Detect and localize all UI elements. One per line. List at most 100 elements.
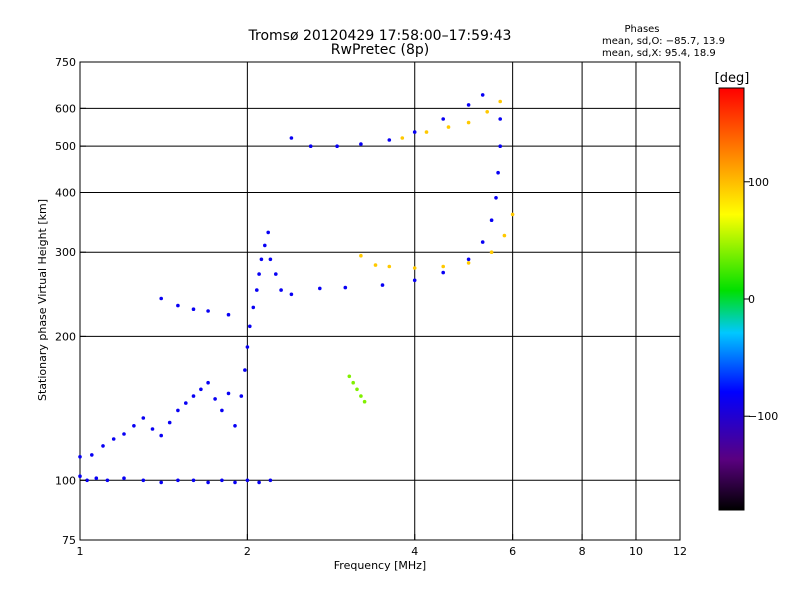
data-point (206, 309, 210, 313)
data-point (176, 303, 180, 308)
data-point (220, 478, 224, 483)
data-point (308, 144, 313, 148)
data-point (257, 480, 261, 485)
data-point (191, 307, 196, 312)
colorbar (718, 87, 745, 511)
data-point (263, 243, 267, 248)
y-tick-label: 500 (55, 140, 76, 153)
plot-frame (79, 61, 681, 541)
data-point (496, 170, 500, 175)
data-point (480, 93, 485, 97)
data-point (122, 476, 126, 481)
data-point (347, 374, 352, 379)
data-point (141, 478, 146, 483)
data-point (251, 305, 256, 310)
data-point (359, 142, 363, 146)
data-point (424, 130, 429, 134)
data-point (289, 136, 294, 140)
data-point (498, 99, 503, 104)
data-point (141, 416, 146, 420)
x-tick-label: 12 (673, 545, 687, 558)
data-point (466, 120, 471, 125)
data-point (245, 345, 250, 349)
grid-lines (80, 62, 680, 540)
data-point (159, 480, 163, 485)
data-point (245, 478, 250, 483)
x-axis-ticks: 1 2 4 6 8 10 12 (77, 534, 687, 558)
data-point (466, 257, 471, 262)
data-point (359, 253, 363, 258)
x-tick-label: 2 (244, 545, 251, 558)
x-axis-label: Frequency [MHz] (334, 559, 426, 572)
chart-subtitle: RwPretec (8p) (331, 42, 429, 58)
y-tick-label: 75 (62, 534, 76, 547)
data-point (318, 286, 322, 291)
data-point (184, 401, 188, 405)
data-point (132, 424, 136, 428)
data-point (485, 110, 490, 114)
data-point (441, 270, 446, 275)
data-point (412, 266, 417, 270)
data-point (489, 250, 494, 254)
data-point (380, 283, 385, 287)
data-point (159, 296, 163, 301)
data-point (176, 478, 180, 483)
data-point (220, 408, 224, 413)
y-tick-label: 200 (55, 330, 76, 343)
data-point (101, 444, 105, 448)
colorbar-tick-label: 100 (748, 176, 769, 189)
data-point (351, 380, 356, 385)
data-point (259, 257, 264, 262)
colorbar-label: [deg] (715, 71, 750, 86)
data-point (213, 397, 217, 401)
data-point (355, 387, 359, 392)
data-point (90, 453, 94, 457)
data-point (441, 117, 446, 121)
stats-line-o: mean, sd,O: −85.7, 13.9 (602, 36, 725, 47)
y-tick-label: 400 (55, 186, 76, 199)
data-point (268, 257, 273, 262)
data-point (150, 427, 155, 431)
data-point (494, 196, 498, 200)
data-point (257, 272, 261, 276)
data-point (105, 478, 110, 483)
data-point (274, 272, 278, 276)
data-point (335, 144, 339, 148)
data-point (239, 394, 244, 398)
x-tick-label: 8 (579, 545, 586, 558)
data-point (446, 125, 451, 129)
y-tick-label: 750 (55, 56, 76, 69)
y-tick-label: 100 (55, 474, 76, 487)
data-point (373, 263, 378, 267)
data-point (359, 394, 363, 398)
data-point (122, 432, 126, 436)
data-point (510, 212, 515, 217)
data-point (254, 288, 259, 292)
data-point (233, 424, 237, 428)
data-point (466, 261, 471, 265)
data-point (400, 136, 405, 140)
data-point (248, 324, 252, 329)
chart-title: Tromsø 20120429 17:58:00–17:59:43 (248, 28, 512, 44)
data-point (502, 233, 507, 238)
data-point (387, 264, 392, 269)
colorbar-ticks: 100 0 −100 (744, 176, 778, 423)
y-axis-ticks: 75 100 200 300 400 500 600 750 (55, 56, 86, 547)
data-point (362, 399, 367, 404)
data-point (289, 292, 294, 297)
data-point (167, 420, 172, 425)
data-point (191, 394, 196, 398)
data-point (387, 138, 392, 142)
data-point (441, 264, 446, 269)
data-point (111, 437, 116, 441)
data-point (268, 478, 273, 483)
data-point (266, 230, 271, 235)
colorbar-tick-label: 0 (748, 293, 755, 306)
data-point (206, 480, 210, 485)
data-point (226, 312, 231, 317)
data-point (78, 474, 82, 479)
y-tick-label: 300 (55, 246, 76, 259)
data-point (94, 476, 99, 481)
data-point (498, 144, 503, 148)
